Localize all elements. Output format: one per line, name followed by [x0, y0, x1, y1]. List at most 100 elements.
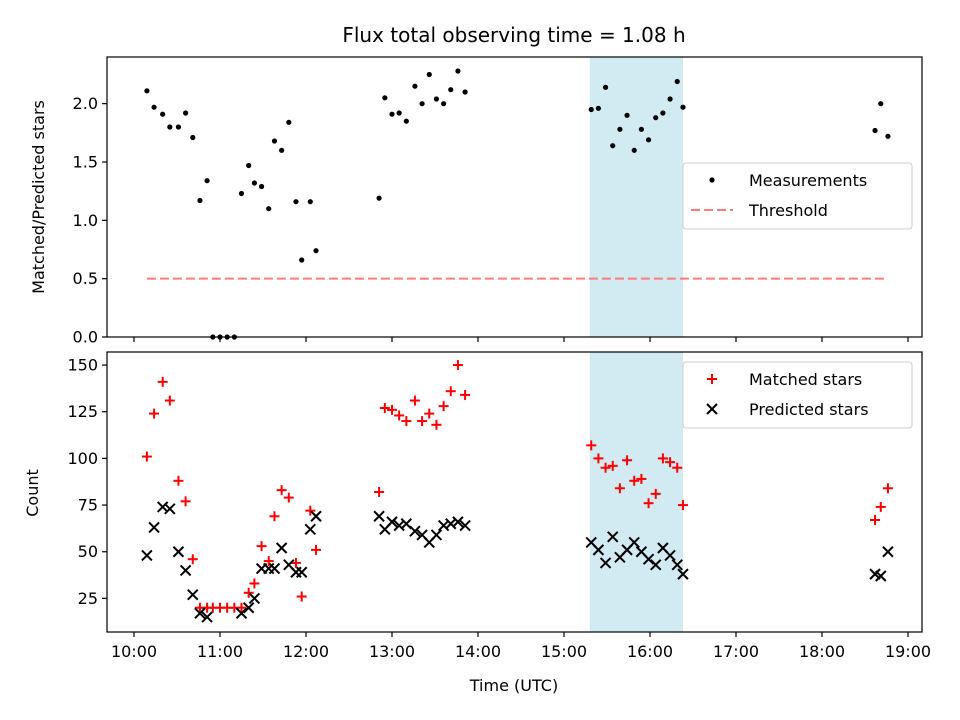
- predicted-star-point: [882, 546, 894, 558]
- predicted-star-point: [187, 588, 199, 601]
- measurement-point: [878, 101, 884, 107]
- matched-star-point: [243, 587, 254, 598]
- y-tick-label: 150: [67, 356, 98, 375]
- cross-marker-stroke: [164, 503, 176, 515]
- predicted-star-point: [179, 564, 192, 577]
- cross-marker-stroke: [172, 546, 185, 558]
- cross-marker-stroke: [437, 519, 450, 532]
- cross-marker-stroke: [664, 549, 676, 562]
- matched-star-point: [586, 440, 597, 451]
- measurement-point: [433, 96, 440, 102]
- x-tick-label: 17:00: [713, 642, 759, 661]
- predicted-star-point: [875, 570, 887, 582]
- cross-marker-stroke: [201, 611, 213, 623]
- predicted-star-point: [592, 544, 605, 556]
- bottom-y-axis-label: Count: [23, 469, 42, 517]
- measurement-point: [602, 84, 609, 90]
- measurement-point: [197, 197, 203, 204]
- cross-marker-stroke: [386, 516, 398, 528]
- chart-title: Flux total observing time = 1.08 h: [342, 23, 685, 47]
- measurement-point: [631, 147, 637, 153]
- matched-star-point: [283, 492, 294, 503]
- measurement-point: [455, 68, 461, 74]
- matched-star-point: [657, 453, 668, 464]
- matched-star-point: [875, 501, 886, 512]
- top-legend: Measurements Threshold: [682, 162, 913, 230]
- cross-marker-stroke: [409, 525, 421, 537]
- predicted-star-point: [164, 503, 176, 515]
- cross-marker-stroke: [882, 546, 894, 558]
- matched-star-point: [263, 556, 274, 567]
- matched-star-point: [622, 455, 633, 466]
- top-y-axis-label: Matched/Predicted stars: [29, 100, 48, 294]
- measurement-point: [286, 119, 292, 125]
- measurement-point: [376, 195, 382, 201]
- y-tick-label: 25: [78, 589, 98, 608]
- cross-marker-stroke: [706, 403, 718, 415]
- cross-marker-stroke: [585, 536, 597, 549]
- cross-marker-stroke: [275, 542, 288, 554]
- cross-marker-stroke: [592, 544, 605, 556]
- legend-box: [682, 361, 913, 429]
- cross-marker-stroke: [248, 592, 261, 605]
- matched-star-point: [157, 376, 168, 387]
- matched-star-point: [417, 416, 428, 427]
- predicted-star-point: [650, 559, 662, 571]
- predicted-star-point: [268, 562, 281, 575]
- measurement-point: [271, 138, 278, 144]
- predicted-star-point: [459, 519, 471, 532]
- x-axis-label: Time (UTC): [469, 676, 558, 695]
- cross-marker-stroke: [141, 549, 153, 562]
- measurement-point: [183, 110, 189, 116]
- matched-star-point: [607, 460, 618, 471]
- cross-marker-stroke: [430, 529, 443, 541]
- measurement-point: [299, 257, 305, 263]
- cross-marker-stroke: [657, 542, 669, 554]
- matched-star-point: [650, 488, 661, 499]
- cross-marker-stroke: [445, 518, 457, 530]
- cross-marker-stroke: [148, 521, 160, 534]
- measurement-point: [638, 126, 645, 132]
- legend-measurement-marker: [709, 177, 715, 183]
- predicted-star-point: [607, 531, 619, 543]
- measurement-point: [617, 126, 623, 132]
- measurement-point: [645, 137, 652, 143]
- predicted-star-point: [671, 559, 683, 571]
- matched-star-point: [236, 602, 247, 613]
- cross-marker-stroke: [179, 564, 192, 577]
- predicted-star-point: [409, 525, 421, 537]
- matched-star-point: [249, 578, 260, 589]
- x-tick-label: 11:00: [197, 642, 243, 661]
- legend-box: [682, 162, 913, 230]
- cross-marker-stroke: [235, 607, 248, 620]
- cross-marker-stroke: [393, 519, 405, 532]
- y-tick-label: 100: [67, 449, 98, 468]
- predicted-star-point: [386, 516, 398, 528]
- measurement-point: [419, 101, 425, 107]
- bottom-legend: Matched stars Predicted stars: [682, 361, 913, 429]
- matched-star-point: [452, 360, 463, 371]
- matched-star-point: [460, 389, 471, 400]
- matched-star-point: [187, 554, 198, 565]
- cross-marker-stroke: [452, 516, 464, 528]
- matched-star-point: [296, 591, 307, 602]
- measurement-point: [204, 178, 210, 184]
- cross-marker-stroke: [194, 607, 206, 620]
- cross-marker-stroke: [628, 536, 640, 549]
- measurement-point: [167, 124, 173, 130]
- bottom-axes-frame: [106, 351, 923, 633]
- measurement-point: [151, 104, 157, 110]
- cross-marker-stroke: [635, 546, 648, 558]
- measurement-point: [313, 248, 319, 254]
- matched-star-point: [374, 487, 385, 497]
- cross-marker-stroke: [677, 568, 689, 580]
- predicted-star-point: [664, 549, 676, 562]
- matched-star-point: [269, 511, 280, 522]
- matched-star-point: [672, 462, 683, 473]
- matched-star-point: [677, 500, 688, 511]
- matched-star-point: [870, 515, 881, 525]
- matched-star-point: [431, 419, 442, 430]
- measurement-point: [144, 88, 150, 94]
- predicted-star-point: [235, 607, 248, 620]
